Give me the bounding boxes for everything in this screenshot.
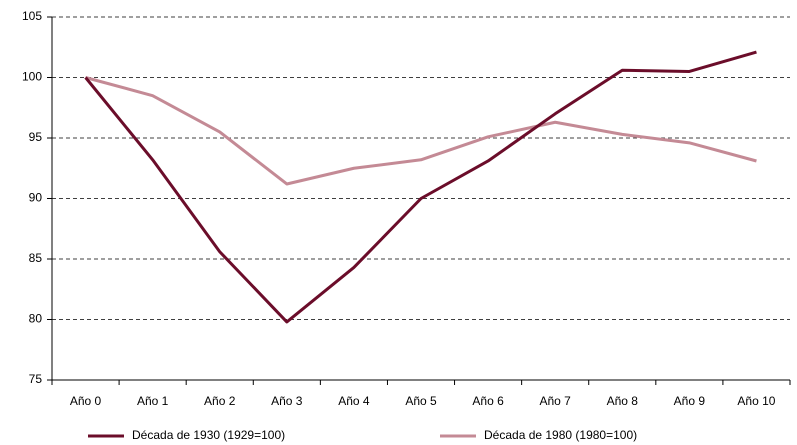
y-tick-label: 100 <box>22 70 42 84</box>
x-tick-label: Año 6 <box>472 394 504 408</box>
x-tick-label: Año 7 <box>540 394 572 408</box>
x-tick-label: Año 9 <box>674 394 706 408</box>
y-tick-label: 90 <box>29 191 43 205</box>
y-tick-label: 105 <box>22 9 42 23</box>
x-tick-label: Año 8 <box>607 394 639 408</box>
x-tick-label: Año 1 <box>137 394 169 408</box>
series-line <box>84 50 757 324</box>
legend-label: Década de 1930 (1929=100) <box>132 428 285 442</box>
series-line <box>85 76 757 186</box>
x-tick-label: Año 3 <box>271 394 303 408</box>
x-tick-label: Año 10 <box>737 394 775 408</box>
y-tick-label: 80 <box>29 312 43 326</box>
x-tick-label: Año 0 <box>70 394 102 408</box>
y-tick-label: 75 <box>29 372 43 386</box>
legend-label: Década de 1980 (1980=100) <box>484 428 637 442</box>
x-tick-label: Año 2 <box>204 394 236 408</box>
x-tick-label: Año 5 <box>405 394 437 408</box>
y-tick-label: 85 <box>29 251 43 265</box>
x-tick-label: Año 4 <box>338 394 370 408</box>
y-tick-label: 95 <box>29 130 43 144</box>
